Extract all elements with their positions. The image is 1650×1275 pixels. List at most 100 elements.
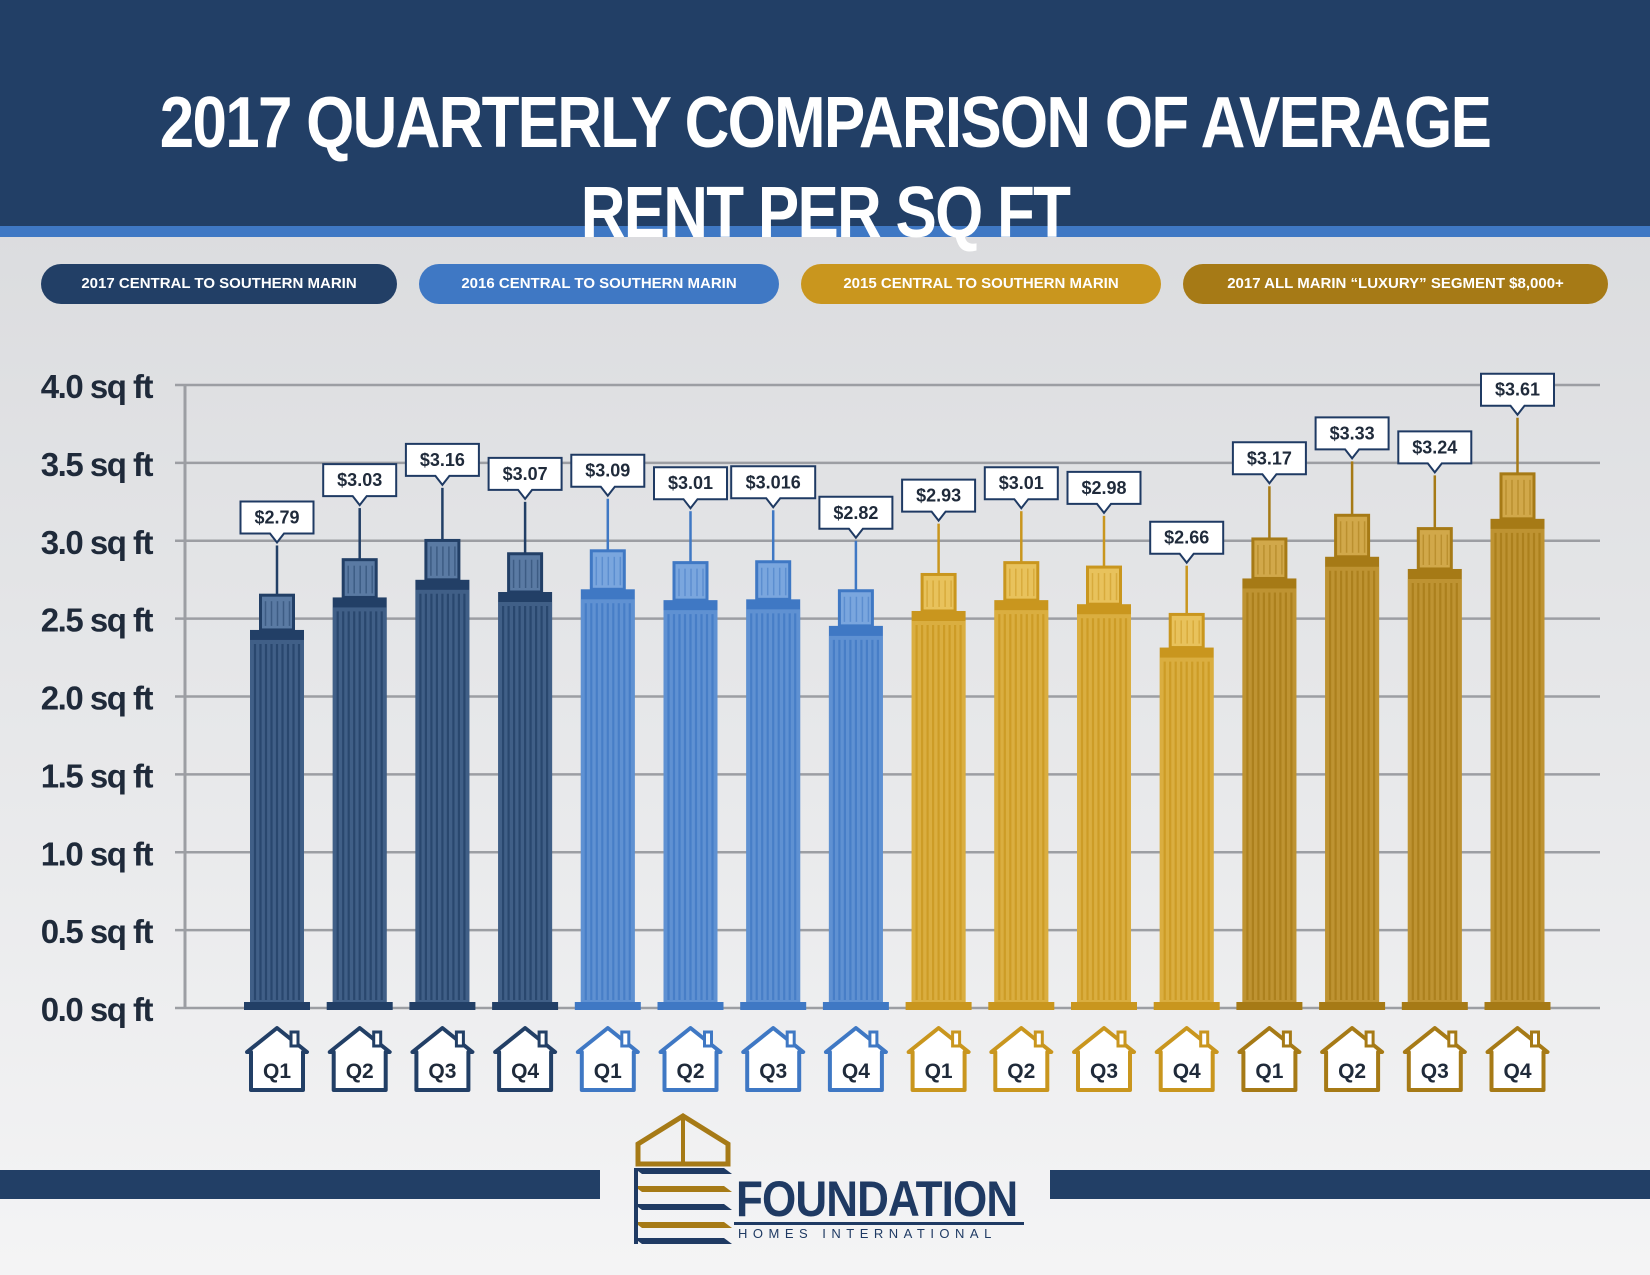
x-tick-label: Q2 <box>1007 1060 1035 1083</box>
value-callout <box>653 466 728 510</box>
footer-bar-right <box>1050 1170 1650 1199</box>
value-callout <box>1314 416 1390 460</box>
value-callout <box>818 495 894 540</box>
data-label: $3.16 <box>420 450 465 470</box>
header-stripe <box>0 226 1650 237</box>
x-tick-label: Q4 <box>511 1060 539 1083</box>
chimney-icon <box>951 1030 962 1048</box>
data-label: $3.01 <box>668 473 713 493</box>
value-callout <box>1397 430 1473 474</box>
y-tick-label: 1.0 sq ft <box>41 835 154 872</box>
legend-item-2017-central: 2017 CENTRAL TO SOUTHERN MARIN <box>41 264 397 304</box>
x-tick-label: Q4 <box>842 1060 870 1083</box>
chart: 0.0 sq ft 0.5 sq ft 1.0 sq ft 1.5 sq ft 2.0 … <box>41 368 1600 1092</box>
value-callout <box>239 500 315 545</box>
value-callout <box>570 453 646 498</box>
data-label: $2.66 <box>1164 528 1209 548</box>
bar-base <box>822 1002 889 1010</box>
value-callout <box>730 465 817 509</box>
value-callout <box>1480 372 1555 417</box>
y-tick-label: 2.0 sq ft <box>41 680 154 717</box>
legend-item-2016-central: 2016 CENTRAL TO SOUTHERN MARIN <box>419 264 779 304</box>
y-tick-label: 3.0 sq ft <box>41 524 154 561</box>
data-label: $3.33 <box>1330 423 1375 443</box>
chimney-icon <box>372 1030 383 1048</box>
bar-base <box>1319 1002 1386 1010</box>
bar-base <box>574 1002 641 1010</box>
logo-wordmark: FOUNDATION <box>736 1171 1018 1227</box>
data-label: $2.79 <box>254 507 299 527</box>
x-tick-label: Q1 <box>263 1060 291 1083</box>
data-label: $3.01 <box>999 473 1044 493</box>
data-label: $2.93 <box>916 486 961 506</box>
data-label: $3.016 <box>746 472 801 492</box>
data-label: $3.03 <box>337 470 382 490</box>
y-tick-label: 2.5 sq ft <box>41 602 154 639</box>
logo-house-icon <box>634 1113 732 1244</box>
footer-bar-left <box>0 1170 600 1199</box>
bar-base <box>1484 1002 1551 1010</box>
bar-base <box>657 1002 724 1010</box>
data-label: $2.98 <box>1081 478 1126 498</box>
y-tick-label: 3.5 sq ft <box>41 446 154 483</box>
chimney-icon <box>537 1030 548 1048</box>
chimney-icon <box>1530 1030 1540 1048</box>
y-tick-label: 0.5 sq ft <box>41 913 154 950</box>
value-callout <box>1066 470 1142 515</box>
bar-base <box>905 1002 972 1010</box>
data-label: $2.82 <box>833 503 878 523</box>
value-callout <box>901 478 977 523</box>
header-banner <box>0 0 1650 226</box>
x-tick-label: Q3 <box>428 1060 456 1083</box>
x-tick-label: Q1 <box>925 1060 953 1083</box>
logo: FOUNDATION HOMES INTERNATIONAL <box>628 1112 1028 1252</box>
value-callout <box>322 463 398 507</box>
x-tick-label: Q4 <box>1173 1060 1201 1083</box>
page-title: 2017 QUARTERLY COMPARISON OF AVERAGE REN… <box>159 83 1492 253</box>
value-callout <box>1231 441 1307 485</box>
x-tick-label: Q3 <box>1421 1060 1449 1083</box>
chimney-icon <box>289 1030 300 1048</box>
value-callout <box>404 442 480 487</box>
chimney-icon <box>1033 1030 1044 1048</box>
bar-base <box>1153 1002 1220 1010</box>
x-tick-label: Q3 <box>1090 1060 1118 1083</box>
value-callout <box>983 466 1059 510</box>
bar-base <box>1071 1002 1137 1010</box>
data-label: $3.09 <box>585 461 630 481</box>
x-tick-label: Q1 <box>1255 1060 1283 1083</box>
chimney-icon <box>1116 1030 1127 1048</box>
y-tick-label: 1.5 sq ft <box>41 757 154 794</box>
legend-item-2017-luxury: 2017 ALL MARIN “LUXURY” SEGMENT $8,000+ <box>1183 264 1608 304</box>
bar-base <box>244 1002 310 1010</box>
x-tick-label: Q2 <box>346 1060 374 1083</box>
data-label: $3.17 <box>1247 448 1292 468</box>
logo-rule <box>734 1222 1024 1225</box>
chimney-icon <box>1364 1030 1375 1048</box>
data-label: $3.07 <box>503 464 548 484</box>
x-tick-label: Q4 <box>1503 1060 1531 1083</box>
chimney-icon <box>1199 1030 1210 1048</box>
data-label: $3.61 <box>1495 380 1540 400</box>
value-callout <box>1149 520 1225 565</box>
chimney-icon <box>868 1030 879 1048</box>
x-tick-label: Q2 <box>676 1060 704 1083</box>
x-tick-label: Q2 <box>1338 1060 1366 1083</box>
chimney-icon <box>620 1030 631 1048</box>
legend-item-2015-central: 2015 CENTRAL TO SOUTHERN MARIN <box>801 264 1161 304</box>
value-callout <box>487 456 563 501</box>
x-tick-label: Q1 <box>594 1060 622 1083</box>
chimney-icon <box>454 1030 465 1048</box>
bar-base <box>1236 1002 1303 1010</box>
bar-base <box>740 1002 807 1010</box>
chimney-icon <box>703 1030 713 1048</box>
x-tick-label: Q3 <box>759 1060 787 1083</box>
logo-subtitle: HOMES INTERNATIONAL <box>738 1226 997 1241</box>
bar-base <box>492 1002 559 1010</box>
bar-base <box>988 1002 1055 1010</box>
y-tick-label: 0.0 sq ft <box>41 991 154 1028</box>
chimney-icon <box>785 1030 796 1048</box>
bar-base <box>1401 1002 1468 1010</box>
chimney-icon <box>1447 1030 1458 1048</box>
data-label: $3.24 <box>1412 437 1457 457</box>
